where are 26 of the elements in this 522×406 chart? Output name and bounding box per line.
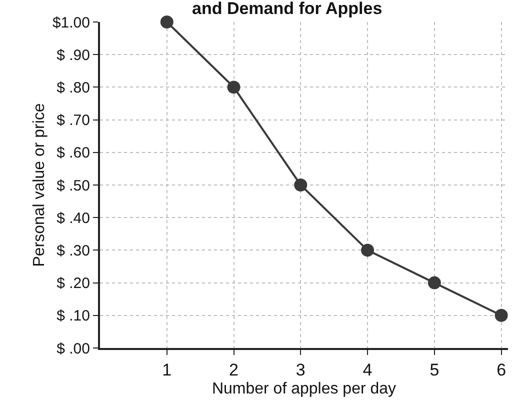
x-tick-label: 4 [362,360,372,380]
point [428,276,441,290]
y-axis-title: Personal value or price [30,103,48,267]
y-tick-label: $ .70 [56,112,90,130]
y-tick-label: $ .00 [56,340,90,358]
x-tick-label: 2 [229,360,239,380]
y-tick-label: $1.00 [52,14,90,32]
y-tick-label: $ .30 [56,242,90,260]
y-tick-label: $ .40 [56,210,90,227]
point [160,16,174,28]
point [494,308,508,322]
chart-title: and Demand for Apples [192,0,382,18]
point [227,80,240,94]
x-tick-label: 1 [162,360,172,380]
x-tick-label: 5 [430,360,440,380]
y-tick-label: $ .10 [56,308,90,325]
point [361,244,374,257]
point [294,178,308,192]
x-tick-label: 6 [496,360,506,380]
y-tick-label: $ .50 [56,177,90,194]
x-axis-title: Number of apples per day [212,380,396,398]
x-tick-label: 3 [296,360,306,380]
y-tick-label: $ .20 [56,275,90,292]
y-tick-label: $ .60 [56,144,90,162]
y-tick-label: $ .80 [56,79,90,96]
y-tick-label: $ .90 [56,46,90,64]
